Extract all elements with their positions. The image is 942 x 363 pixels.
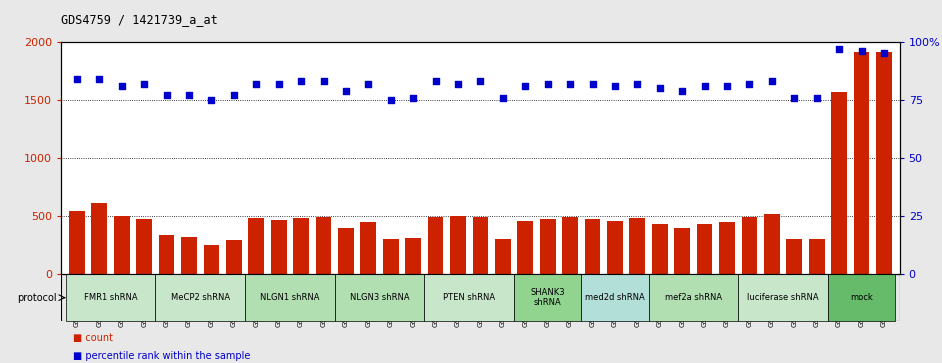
- Bar: [361, 223, 376, 274]
- Bar: [405, 238, 421, 274]
- Bar: [652, 224, 668, 274]
- Point: [518, 83, 533, 89]
- Bar: [853, 52, 869, 274]
- Bar: [540, 219, 556, 274]
- Bar: [764, 214, 780, 274]
- Text: med2d shRNA: med2d shRNA: [585, 293, 644, 302]
- Text: luciferase shRNA: luciferase shRNA: [747, 293, 819, 302]
- Bar: [629, 218, 645, 274]
- Bar: [203, 245, 219, 274]
- Bar: [382, 238, 398, 274]
- Point: [203, 97, 219, 103]
- Bar: [473, 217, 488, 274]
- Bar: [697, 224, 712, 274]
- Text: MeCP2 shRNA: MeCP2 shRNA: [171, 293, 230, 302]
- Bar: [581, 274, 648, 321]
- Bar: [741, 217, 757, 274]
- Text: protocol: protocol: [17, 293, 57, 303]
- Bar: [428, 217, 444, 274]
- Point: [249, 81, 264, 86]
- Point: [562, 81, 577, 86]
- Bar: [562, 217, 578, 274]
- Point: [876, 50, 891, 56]
- Point: [226, 92, 241, 98]
- Bar: [245, 274, 334, 321]
- Bar: [249, 218, 264, 274]
- Point: [271, 81, 286, 86]
- Text: NLGN1 shRNA: NLGN1 shRNA: [260, 293, 319, 302]
- Bar: [876, 52, 892, 274]
- Bar: [495, 239, 511, 274]
- Text: NLGN3 shRNA: NLGN3 shRNA: [349, 293, 410, 302]
- Point: [406, 95, 421, 101]
- Bar: [66, 274, 155, 321]
- Bar: [114, 216, 130, 274]
- Point: [383, 97, 398, 103]
- Bar: [137, 220, 152, 274]
- Point: [316, 78, 331, 84]
- Text: GDS4759 / 1421739_a_at: GDS4759 / 1421739_a_at: [61, 13, 218, 26]
- Bar: [91, 203, 107, 274]
- Bar: [334, 274, 425, 321]
- Point: [764, 78, 779, 84]
- Point: [361, 81, 376, 86]
- Point: [652, 85, 667, 91]
- Point: [809, 95, 824, 101]
- Point: [585, 81, 600, 86]
- Text: mock: mock: [850, 293, 873, 302]
- Bar: [719, 222, 735, 274]
- Bar: [338, 228, 354, 274]
- Point: [787, 95, 802, 101]
- Bar: [828, 274, 895, 321]
- Bar: [674, 228, 690, 274]
- Bar: [739, 274, 828, 321]
- Point: [832, 46, 847, 52]
- Bar: [517, 221, 533, 274]
- Bar: [181, 237, 197, 274]
- Bar: [293, 218, 309, 274]
- Point: [137, 81, 152, 86]
- Point: [742, 81, 757, 86]
- Bar: [69, 211, 85, 274]
- Bar: [450, 216, 466, 274]
- Bar: [159, 234, 174, 274]
- Bar: [316, 217, 332, 274]
- Bar: [607, 221, 623, 274]
- Point: [428, 78, 443, 84]
- Point: [159, 92, 174, 98]
- Text: SHANK3
shRNA: SHANK3 shRNA: [530, 288, 565, 307]
- Bar: [270, 220, 286, 274]
- Point: [182, 92, 197, 98]
- Bar: [831, 92, 847, 274]
- Point: [338, 87, 353, 93]
- Point: [473, 78, 488, 84]
- Point: [630, 81, 645, 86]
- Bar: [648, 274, 739, 321]
- Point: [70, 76, 85, 82]
- Bar: [514, 274, 581, 321]
- Bar: [809, 238, 824, 274]
- Point: [450, 81, 465, 86]
- Point: [540, 81, 555, 86]
- Point: [720, 83, 735, 89]
- Text: PTEN shRNA: PTEN shRNA: [443, 293, 495, 302]
- Text: ■ count: ■ count: [73, 333, 112, 343]
- Bar: [425, 274, 514, 321]
- Text: FMR1 shRNA: FMR1 shRNA: [84, 293, 138, 302]
- Bar: [787, 239, 802, 274]
- Bar: [155, 274, 245, 321]
- Bar: [585, 219, 600, 274]
- Point: [91, 76, 106, 82]
- Point: [854, 48, 869, 54]
- Bar: [226, 240, 242, 274]
- Point: [608, 83, 623, 89]
- Point: [294, 78, 309, 84]
- Point: [495, 95, 511, 101]
- Text: mef2a shRNA: mef2a shRNA: [665, 293, 722, 302]
- Point: [114, 83, 129, 89]
- Point: [674, 87, 690, 93]
- Point: [697, 83, 712, 89]
- Text: ■ percentile rank within the sample: ■ percentile rank within the sample: [73, 351, 250, 361]
